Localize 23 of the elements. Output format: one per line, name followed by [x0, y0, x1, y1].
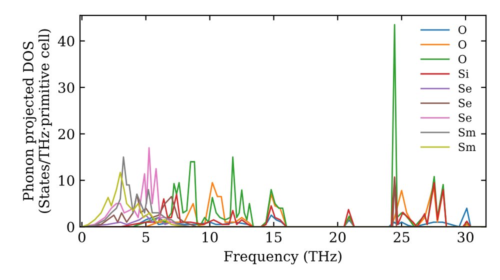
- x-tick-label: 30: [458, 232, 474, 242]
- x-axis-title: Frequency (THz): [224, 250, 342, 264]
- legend-label: Se: [458, 84, 472, 93]
- x-tick-label: 10: [202, 232, 218, 242]
- legend-label: Sm: [458, 142, 476, 152]
- x-tick-label: 5: [142, 232, 150, 242]
- legend-label: O: [458, 26, 466, 34]
- x-tick-label: 20: [330, 232, 346, 242]
- legend-label: O: [458, 40, 466, 49]
- legend-label: Si: [458, 70, 469, 78]
- y-tick-label: 30: [58, 82, 74, 93]
- legend-label: Sm: [458, 128, 476, 136]
- x-tick-label: 15: [266, 232, 282, 242]
- y-axis-title: Phonon projected DOS (States/THz·primitive cell): [22, 29, 52, 213]
- x-tick-label: 25: [394, 232, 410, 242]
- y-tick-label: 0: [67, 222, 74, 232]
- legend-label: Se: [458, 98, 472, 108]
- legend-label: O: [458, 54, 466, 64]
- y-tick-label: 10: [59, 175, 74, 186]
- legend-label: Se: [458, 113, 472, 122]
- y-tick-label: 40: [58, 36, 74, 46]
- x-tick-label: 0: [78, 232, 86, 242]
- y-tick-label: 20: [58, 128, 74, 140]
